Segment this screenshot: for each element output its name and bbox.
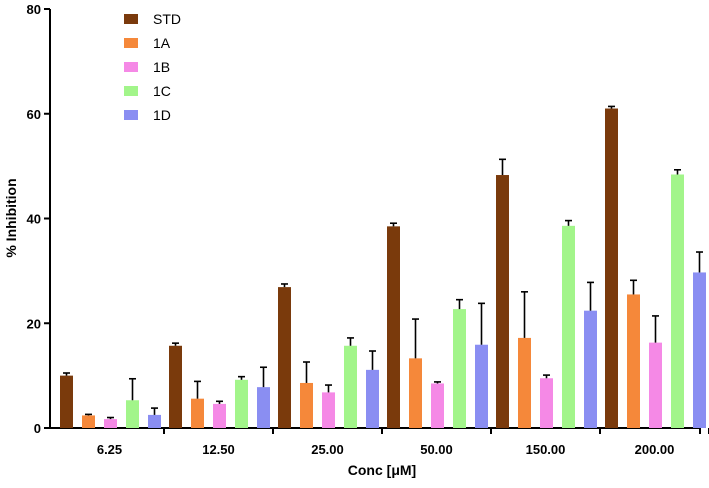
bar-1C-150.00 bbox=[562, 225, 575, 428]
bars bbox=[60, 108, 706, 428]
bar-1B-12.50 bbox=[213, 403, 226, 428]
bar-1A-50.00 bbox=[409, 358, 422, 428]
bar-1A-6.25 bbox=[82, 415, 95, 428]
bar-1D-200.00 bbox=[693, 272, 706, 428]
legend-swatch-1A bbox=[124, 38, 138, 48]
bar-1C-6.25 bbox=[126, 400, 139, 428]
y-tick-label: 80 bbox=[27, 2, 41, 17]
y-tick-label: 40 bbox=[27, 212, 41, 227]
x-tick-label: 12.50 bbox=[202, 442, 235, 457]
y-tick-label: 0 bbox=[34, 421, 41, 436]
legend-label-1D: 1D bbox=[153, 107, 171, 123]
y-tick-label: 60 bbox=[27, 107, 41, 122]
y-tick-label: 20 bbox=[27, 316, 41, 331]
legend-label-1B: 1B bbox=[153, 59, 170, 75]
legend-swatch-1C bbox=[124, 86, 138, 96]
x-axis-title: Conc [μM] bbox=[348, 462, 416, 478]
bar-1B-25.00 bbox=[322, 392, 335, 428]
bar-1D-6.25 bbox=[148, 414, 161, 428]
x-tick-label: 6.25 bbox=[97, 442, 122, 457]
error-bars bbox=[63, 105, 703, 420]
legend-label-1A: 1A bbox=[153, 35, 171, 51]
bar-1C-25.00 bbox=[344, 345, 357, 428]
bar-1C-50.00 bbox=[453, 309, 466, 428]
legend: STD 1A 1B 1C 1D bbox=[124, 11, 181, 123]
bar-1B-200.00 bbox=[649, 342, 662, 428]
bar-1A-25.00 bbox=[300, 382, 313, 428]
bar-1D-50.00 bbox=[475, 344, 488, 428]
y-axis-title: % Inhibition bbox=[3, 178, 19, 257]
x-tick-label: 25.00 bbox=[311, 442, 344, 457]
bar-1A-12.50 bbox=[191, 398, 204, 428]
bar-1A-200.00 bbox=[627, 294, 640, 428]
bar-1C-12.50 bbox=[235, 379, 248, 428]
bar-1D-150.00 bbox=[584, 310, 597, 428]
x-tick-label: 150.00 bbox=[526, 442, 566, 457]
bar-1C-200.00 bbox=[671, 174, 684, 428]
legend-label-1C: 1C bbox=[153, 83, 171, 99]
bar-STD-25.00 bbox=[278, 287, 291, 428]
legend-swatch-1D bbox=[124, 110, 138, 120]
legend-swatch-1B bbox=[124, 62, 138, 72]
bar-STD-6.25 bbox=[60, 375, 73, 428]
bar-1D-12.50 bbox=[257, 387, 270, 428]
bar-1A-150.00 bbox=[518, 337, 531, 428]
bar-1B-6.25 bbox=[104, 419, 117, 428]
bar-STD-12.50 bbox=[169, 345, 182, 428]
bar-1B-150.00 bbox=[540, 378, 553, 428]
legend-label-STD: STD bbox=[153, 11, 181, 27]
bar-1B-50.00 bbox=[431, 383, 444, 428]
bar-STD-150.00 bbox=[496, 175, 509, 428]
bar-STD-200.00 bbox=[605, 108, 618, 428]
x-tick-label: 50.00 bbox=[420, 442, 453, 457]
legend-swatch-STD bbox=[124, 14, 138, 24]
x-tick-label: 200.00 bbox=[635, 442, 675, 457]
bar-1D-25.00 bbox=[366, 369, 379, 428]
bar-STD-50.00 bbox=[387, 226, 400, 428]
